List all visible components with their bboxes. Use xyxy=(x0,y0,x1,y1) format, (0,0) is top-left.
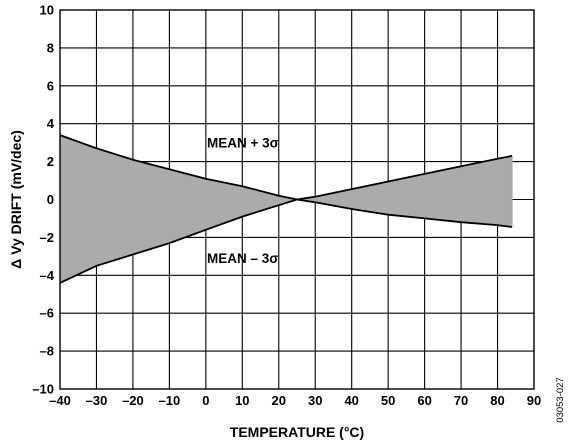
series-line-mean-minus-3sigma xyxy=(59,198,513,284)
annotation-mean-minus-3sigma: MEAN – 3σ xyxy=(207,251,279,266)
x-tick-label: –20 xyxy=(122,393,144,408)
drift-band-area xyxy=(60,135,513,283)
x-tick-label: 20 xyxy=(272,393,286,408)
plot-frame xyxy=(59,9,535,390)
x-tick-label: 80 xyxy=(490,393,504,408)
y-tick-label: 8 xyxy=(47,40,54,55)
x-tick-labels: –40 –30 –20 –10 0 10 20 30 40 50 60 70 80 90 xyxy=(49,393,541,408)
x-tick-label: 70 xyxy=(454,393,468,408)
y-tick-label: 4 xyxy=(47,116,55,131)
x-tick-label: 50 xyxy=(381,393,395,408)
y-tick-label: –4 xyxy=(40,268,55,283)
x-axis-title: TEMPERATURE (°C) xyxy=(230,424,364,440)
y-tick-label: –6 xyxy=(40,306,54,321)
y-axis-title: Δ Vy DRIFT (mV/dec) xyxy=(8,130,24,269)
x-tick-label: 10 xyxy=(235,393,249,408)
x-tick-label: 30 xyxy=(308,393,322,408)
y-tick-label: 10 xyxy=(40,3,54,18)
annotation-mean-plus-3sigma: MEAN + 3σ xyxy=(207,136,279,151)
figure-id: 03053-027 xyxy=(555,377,566,422)
y-tick-label: –8 xyxy=(40,344,54,359)
x-tick-label: 40 xyxy=(344,393,358,408)
x-tick-label: –30 xyxy=(86,393,108,408)
y-tick-label: 2 xyxy=(47,154,54,169)
y-tick-label: –10 xyxy=(32,382,54,397)
x-tick-label: 90 xyxy=(527,393,541,408)
x-tick-label: –40 xyxy=(49,393,71,408)
x-tick-label: 60 xyxy=(417,393,431,408)
y-tick-label: –2 xyxy=(40,230,54,245)
x-tick-label: –10 xyxy=(159,393,181,408)
y-tick-label: 6 xyxy=(47,78,54,93)
x-tick-label: 0 xyxy=(202,393,209,408)
y-tick-label: 0 xyxy=(47,192,54,207)
annotations: MEAN + 3σ MEAN – 3σ xyxy=(207,136,279,267)
drift-band xyxy=(60,135,513,283)
series-lines xyxy=(59,134,513,284)
y-tick-labels: –10 –8 –6 –4 –2 0 2 4 6 8 10 xyxy=(32,3,54,397)
